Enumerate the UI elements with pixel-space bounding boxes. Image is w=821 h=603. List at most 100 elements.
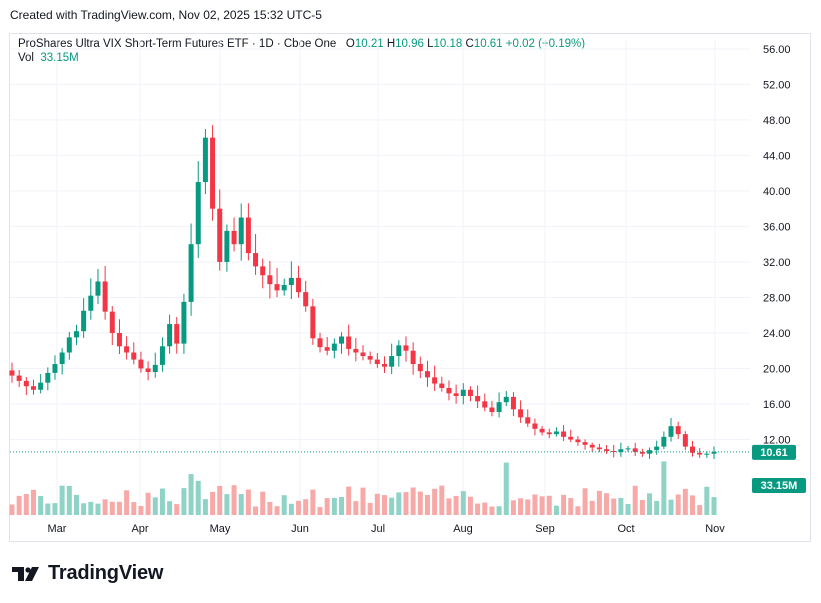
volume-bar: [711, 497, 717, 515]
volume-bar: [396, 492, 402, 515]
volume-bar: [281, 495, 287, 515]
x-tick-label: Jul: [371, 523, 385, 535]
candle-body: [23, 380, 29, 387]
volume-bar: [238, 494, 244, 515]
x-tick-label: May: [210, 523, 231, 535]
y-tick-label: 20.00: [763, 363, 791, 375]
volume-bar: [496, 506, 502, 515]
candle-body: [389, 356, 395, 367]
volume-bar: [303, 499, 309, 515]
volume-bar: [697, 505, 703, 515]
candle-body: [711, 451, 717, 454]
volume-bar: [682, 488, 688, 515]
candle-body: [682, 434, 688, 447]
candle-body: [174, 324, 180, 344]
volume-bar: [675, 494, 681, 515]
candle-body: [73, 331, 79, 338]
volume-bar: [410, 487, 416, 515]
candle-body: [661, 436, 667, 447]
candle-body: [210, 137, 216, 209]
volume-bar: [381, 495, 387, 515]
candle-body: [410, 350, 416, 365]
candle-body: [568, 436, 574, 440]
volume-bar: [575, 506, 581, 515]
volume-bar: [288, 503, 294, 515]
chart-frame: [9, 33, 811, 542]
volume-bar: [88, 501, 94, 515]
volume-bar: [324, 498, 330, 515]
candle-body: [324, 347, 330, 351]
candle-body: [310, 306, 316, 339]
volume-bar: [339, 497, 345, 515]
volume-bar: [145, 492, 151, 515]
volume-bar: [174, 504, 180, 515]
low-value: 10.18: [433, 38, 463, 50]
created-with-header: Created with TradingView.com, Nov 02, 20…: [10, 8, 322, 22]
volume-bar: [604, 493, 610, 515]
volume-bar: [568, 498, 574, 515]
volume-bar: [553, 505, 559, 515]
volume-bar: [525, 499, 531, 515]
last-price-badge: [752, 444, 796, 460]
volume-bar: [109, 501, 115, 515]
volume-bar: [167, 501, 173, 515]
y-tick-label: 16.00: [763, 399, 791, 411]
last-volume-badge: [752, 478, 806, 493]
candle-body: [274, 284, 280, 291]
candle-body: [288, 277, 294, 286]
candle-body: [403, 345, 409, 351]
symbol-title[interactable]: ProShares Ultra VIX Short-Term Futures E…: [18, 38, 337, 50]
candle-body: [482, 401, 488, 408]
candle-body: [245, 217, 251, 254]
candle-body: [116, 332, 122, 347]
x-tick-label: Oct: [617, 523, 634, 535]
price-chart[interactable]: 56.00 52.00 48.00 44.00 40.00 36.00 32.00 28.00…: [0, 0, 821, 545]
volume-value: 33.15M: [40, 52, 79, 64]
x-tick-label: Sep: [535, 523, 555, 535]
candle-body: [346, 336, 352, 349]
candle-body: [446, 388, 452, 394]
candle-body: [439, 383, 445, 388]
volume-bar: [510, 500, 516, 515]
volume-bar: [159, 488, 165, 515]
y-tick-label: 52.00: [763, 79, 791, 91]
candle-body: [131, 352, 137, 360]
candle-body: [224, 230, 230, 262]
volume-bar: [661, 461, 667, 515]
volume-bar: [582, 488, 588, 515]
candle-body: [675, 426, 681, 435]
volume-bar: [389, 497, 395, 515]
candle-body: [582, 442, 588, 445]
candle-body: [604, 449, 610, 452]
volume-bar: [360, 487, 366, 515]
volume-bar: [446, 498, 452, 515]
volume-bar: [81, 503, 87, 515]
candle-body: [195, 182, 201, 245]
volume-bar: [116, 501, 122, 515]
candle-body: [145, 368, 151, 373]
candle-body: [396, 345, 402, 357]
candle-body: [238, 217, 244, 245]
candle-body: [690, 446, 696, 453]
candle-body: [167, 324, 173, 347]
volume-bar: [267, 501, 273, 515]
candle-body: [331, 343, 337, 351]
y-tick-label: 36.00: [763, 221, 791, 233]
candle-body: [625, 448, 631, 450]
volume-bar: [45, 503, 51, 515]
y-tick-label: 28.00: [763, 292, 791, 304]
candle-body: [38, 382, 44, 390]
volume-bar: [181, 488, 187, 515]
candle-body: [518, 409, 524, 418]
volume-bar: [467, 496, 473, 515]
volume-bar: [95, 503, 101, 515]
x-tick-label: Nov: [705, 523, 725, 535]
candle-body: [267, 275, 273, 285]
volume-bar: [66, 485, 72, 515]
candle-body: [88, 295, 94, 311]
volume-bar: [618, 497, 624, 515]
y-tick-label: 32.00: [763, 257, 791, 269]
candle-body: [66, 337, 72, 353]
volume-bar: [532, 494, 538, 515]
volume-bar: [310, 489, 316, 515]
